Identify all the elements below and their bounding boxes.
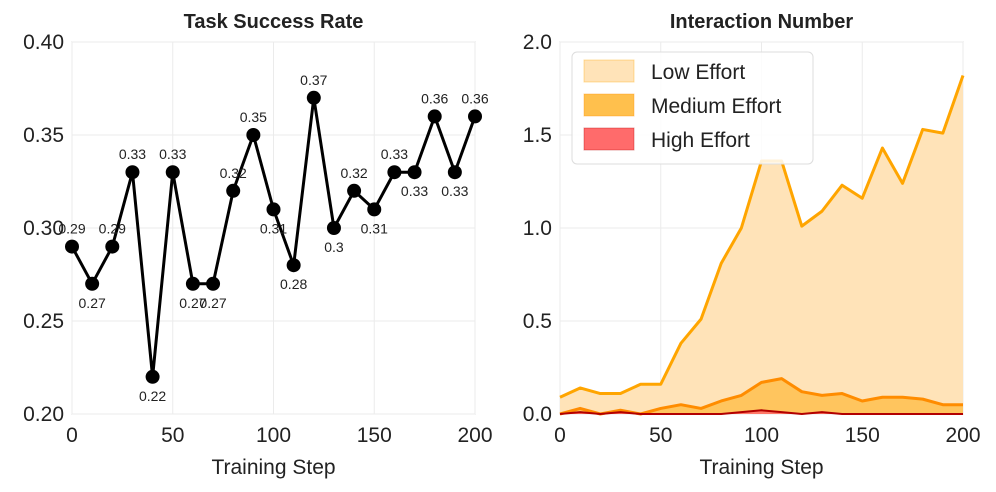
- y-tick-label: 1.0: [523, 217, 552, 240]
- low-effort-legend-swatch: [583, 59, 635, 83]
- y-tick-label: 0.5: [523, 310, 552, 333]
- success-rate-data-label: 0.35: [240, 109, 267, 125]
- success-rate-point: [145, 369, 160, 384]
- success-rate-data-label: 0.37: [300, 72, 327, 88]
- success-rate-point: [286, 258, 301, 273]
- success-rate-point: [206, 276, 221, 291]
- x-tick-label: 50: [649, 424, 672, 447]
- x-tick-label: 200: [945, 424, 980, 447]
- success-rate-point: [407, 165, 422, 180]
- x-tick-label: 100: [744, 424, 779, 447]
- success-rate-data-label: 0.32: [220, 165, 247, 181]
- success-rate-point: [85, 276, 100, 291]
- success-rate-point: [347, 183, 362, 198]
- success-rate-data-label: 0.33: [119, 146, 146, 162]
- y-tick-label: 0.25: [23, 310, 64, 333]
- success-rate-grid: [71, 41, 476, 415]
- medium-effort-area: [560, 378, 963, 414]
- y-tick-label: 2.0: [523, 31, 552, 54]
- medium-effort-legend-label: Medium Effort: [651, 95, 781, 118]
- success-rate-point: [468, 109, 482, 124]
- success-rate-data-label: 0.36: [421, 90, 448, 106]
- x-tick-label: 150: [357, 424, 392, 447]
- success-rate-point: [246, 128, 261, 142]
- x-tick-label: 150: [845, 424, 880, 447]
- x-tick-label: 0: [66, 424, 78, 447]
- success-rate-data-label: 0.29: [58, 221, 85, 237]
- success-rate-point: [427, 109, 442, 124]
- medium-effort-line: [559, 377, 963, 416]
- y-tick-label: 0.0: [523, 403, 552, 426]
- y-tick-label: 1.5: [523, 124, 552, 147]
- success-rate-point: [125, 165, 140, 180]
- success-rate-data-label: 0.33: [381, 146, 408, 162]
- success-rate-point: [367, 202, 382, 217]
- interaction-ticks: 0 50 100 150 200 0.0 0.5 1.0 1.5 2.0: [523, 31, 981, 447]
- success-rate-point: [326, 221, 341, 235]
- high-effort-legend-label: High Effort: [651, 129, 750, 152]
- high-effort-line: [559, 409, 963, 415]
- success-rate-data-label: 0.29: [99, 221, 126, 237]
- low-effort-area: [560, 75, 963, 414]
- success-rate-data-label: 0.31: [361, 220, 388, 236]
- x-tick-label: 100: [256, 424, 291, 447]
- medium-effort-legend-swatch: [583, 93, 635, 117]
- success-rate-data-labels: 0.290.270.290.330.220.330.270.270.320.35…: [58, 72, 488, 404]
- interaction-panel: 0 50 100 150 200 0.0 0.5 1.0 1.5 2.0 Low Effort Me…: [523, 11, 981, 479]
- success-rate-data-label: 0.28: [280, 276, 307, 292]
- success-rate-title: Task Success Rate: [184, 11, 364, 33]
- success-rate-data-label: 0.27: [79, 295, 106, 311]
- success-rate-point: [306, 90, 321, 105]
- success-rate-xlabel: Training Step: [211, 456, 335, 479]
- success-rate-series: [65, 90, 482, 384]
- success-rate-data-label: 0.27: [179, 295, 206, 311]
- high-effort-legend-swatch: [583, 127, 635, 151]
- success-rate-ticks: 0 50 100 150 200 0.20 0.25 0.30 0.35 0.40: [23, 31, 492, 447]
- success-rate-point: [65, 239, 79, 254]
- success-rate-data-label: 0.22: [139, 388, 166, 404]
- y-tick-label: 0.30: [23, 217, 64, 240]
- y-tick-label: 0.35: [23, 124, 64, 147]
- success-rate-point: [266, 202, 281, 217]
- low-effort-legend-label: Low Effort: [651, 61, 745, 84]
- success-rate-data-label: 0.33: [159, 146, 186, 162]
- success-rate-point: [185, 276, 200, 291]
- y-tick-label: 0.40: [23, 31, 64, 54]
- success-rate-point: [165, 165, 180, 180]
- success-rate-point: [447, 165, 462, 180]
- success-rate-data-label: 0.27: [199, 295, 226, 311]
- success-rate-point: [226, 183, 241, 198]
- x-tick-label: 50: [161, 424, 184, 447]
- success-rate-panel: 0 50 100 150 200 0.20 0.25 0.30 0.35 0.40 0.29 0.2…: [23, 11, 492, 479]
- success-rate-data-label: 0.31: [260, 220, 287, 236]
- success-rate-data-label: 0.36: [461, 90, 488, 106]
- success-rate-data-label: 0.33: [441, 183, 468, 199]
- interaction-title: Interaction Number: [670, 11, 854, 33]
- x-tick-label: 0: [554, 424, 566, 447]
- x-tick-label: 200: [457, 424, 492, 447]
- y-tick-label: 0.20: [23, 403, 64, 426]
- high-effort-area: [560, 410, 963, 414]
- success-rate-data-label: 0.33: [401, 183, 428, 199]
- interaction-xlabel: Training Step: [699, 456, 823, 479]
- interaction-legend: Low Effort Medium Effort High Effort: [571, 51, 814, 165]
- success-rate-data-label: 0.32: [340, 165, 367, 181]
- success-rate-point: [105, 239, 120, 254]
- success-rate-point: [387, 165, 402, 180]
- success-rate-data-label: 0.3: [324, 239, 344, 255]
